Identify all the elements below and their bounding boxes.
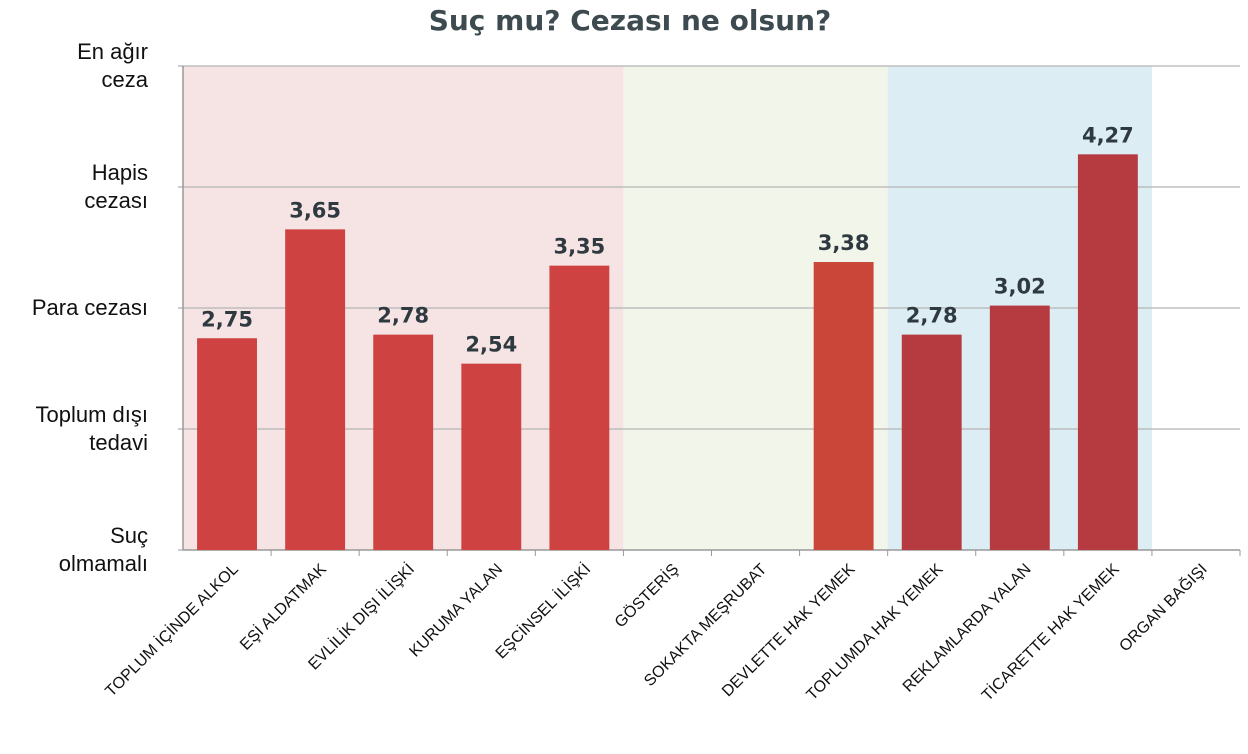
x-tick-label: EŞİ ALDATMAK [236, 559, 331, 654]
bar [901, 334, 962, 550]
y-tick-text: Toplum dışı tedavi [35, 402, 149, 455]
y-tick-text: Suç olmamalı [58, 523, 148, 576]
value-label: 2,54 [465, 333, 517, 357]
y-tick-text: Hapis cezası [84, 160, 148, 213]
value-label: 3,38 [818, 231, 870, 255]
value-label: 3,65 [289, 198, 341, 222]
x-tick-label: GÖSTERİŞ [610, 559, 682, 631]
value-label: 3,02 [994, 275, 1046, 299]
y-tick-label: En ağır ceza [0, 38, 148, 94]
y-tick-label: Para cezası [0, 294, 148, 322]
value-label: 2,75 [201, 307, 253, 331]
y-tick-label: Hapis cezası [0, 159, 148, 215]
value-label: 3,35 [553, 235, 605, 259]
bar [197, 338, 257, 550]
bar [1077, 154, 1138, 550]
bar [461, 363, 522, 550]
y-tick-text: En ağır ceza [77, 39, 148, 92]
x-tick-label: TOPLUM İÇİNDE ALKOL [101, 559, 242, 700]
bar [285, 229, 346, 550]
value-label: 4,27 [1082, 123, 1134, 147]
bar [989, 305, 1050, 550]
bar [813, 262, 874, 550]
y-tick-label: Toplum dışı tedavi [0, 401, 149, 457]
x-tick-label: TİCARETTE HAK YEMEK [977, 559, 1122, 704]
bar [549, 265, 610, 550]
x-tick-label: ORGAN BAĞIŞI [1115, 559, 1211, 655]
y-tick-text: Para cezası [31, 295, 148, 320]
chart-title: Suç mu? Cezası ne olsun? [429, 4, 832, 37]
bar [373, 334, 434, 550]
value-label: 2,78 [906, 304, 958, 328]
x-tick-label: KURUMA YALAN [406, 561, 506, 661]
value-label: 2,78 [377, 304, 429, 328]
y-tick-label: Suç olmamalı [0, 522, 148, 578]
x-tick-label: EŞCİNSEL İLİŞKİ [491, 559, 594, 662]
